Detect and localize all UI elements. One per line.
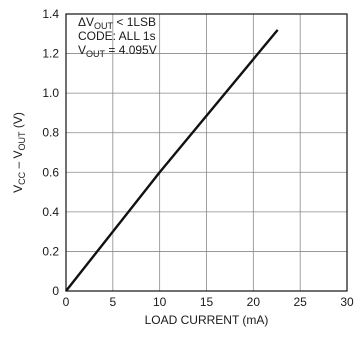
- y-title-sub1: CC: [17, 171, 27, 184]
- annotation-text: CODE: ALL 1s: [78, 29, 156, 43]
- y-tick-label: 1.0: [42, 86, 59, 100]
- x-tick-labels: 0 5 10 15 20 25 30: [63, 295, 354, 309]
- y-tick-label: 0.8: [42, 126, 59, 140]
- grid: [66, 14, 347, 291]
- x-tick-label: 10: [153, 295, 167, 309]
- annotation-line: VOUT = 4.095V: [78, 43, 157, 59]
- y-tick-labels: 0 0.2 0.4 0.6 0.8 1.0 1.2 1.4: [42, 7, 59, 298]
- series-line: [65, 29, 279, 292]
- x-axis-title: LOAD CURRENT (mA): [145, 313, 269, 327]
- y-tick-label: 0.4: [42, 205, 59, 219]
- plot-frame: [65, 13, 348, 292]
- y-title-mid: – V: [11, 150, 25, 171]
- y-title-sub2: OUT: [17, 131, 27, 151]
- x-tick-label: 15: [200, 295, 214, 309]
- y-tick-label: 0.6: [42, 165, 59, 179]
- y-axis-title: VCC – VOUT (V): [11, 112, 27, 193]
- y-tick-label: 0.2: [42, 244, 59, 258]
- annotation-line: ΔVOUT < 1LSB: [78, 15, 156, 31]
- x-tick-label: 0: [63, 295, 70, 309]
- annotation-text: ΔV: [78, 15, 94, 29]
- annotation-subscript: OUT: [94, 21, 114, 31]
- x-tick-label: 30: [340, 295, 354, 309]
- x-tick-label: 5: [109, 295, 116, 309]
- annotation-subscript: OUT: [86, 49, 106, 59]
- y-tick-label: 1.4: [42, 7, 59, 21]
- annotation-text: = 4.095V: [105, 43, 157, 57]
- series-layer: [65, 29, 279, 292]
- x-tick-label: 20: [247, 295, 261, 309]
- y-title-post: (V): [11, 112, 25, 131]
- annotation-text: V: [78, 43, 86, 57]
- y-tick-label: 0: [52, 284, 59, 298]
- annotation-line: CODE: ALL 1s: [78, 29, 156, 43]
- x-tick-label: 25: [293, 295, 307, 309]
- y-tick-label: 1.2: [42, 47, 59, 61]
- y-title-pre: V: [11, 185, 25, 193]
- annotation-text: < 1LSB: [113, 15, 156, 29]
